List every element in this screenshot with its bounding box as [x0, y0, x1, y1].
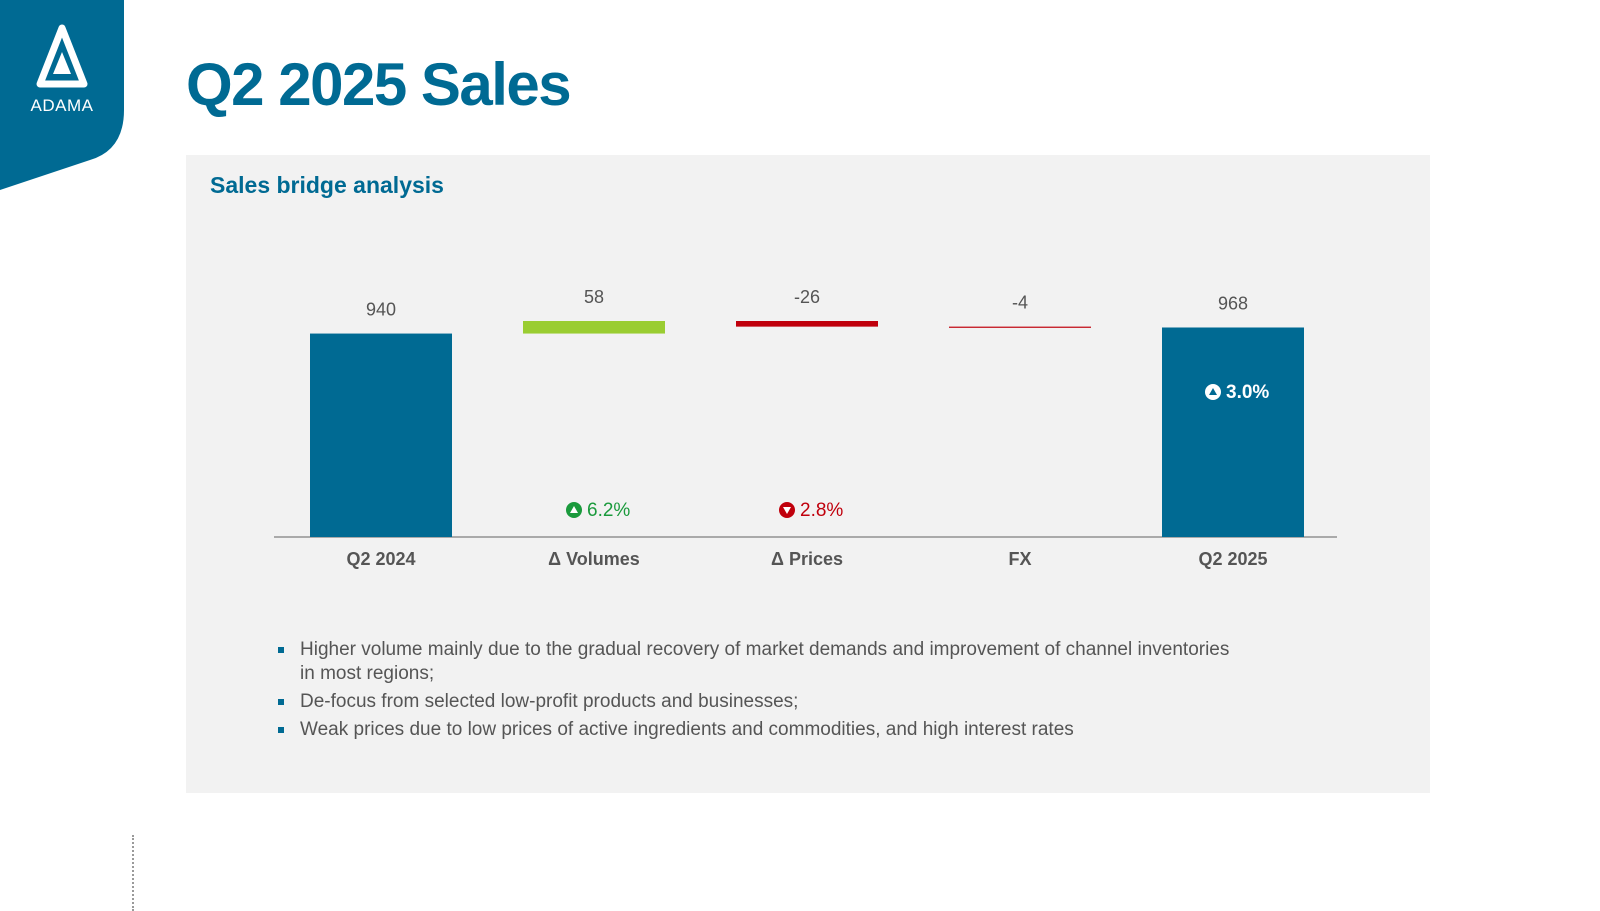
commentary-item: De-focus from selected low-profit produc…	[275, 690, 1235, 714]
bullet-marker	[278, 699, 284, 705]
commentary-list: Higher volume mainly due to the gradual …	[275, 638, 1235, 746]
commentary-text: Weak prices due to low prices of active …	[300, 719, 1074, 740]
adama-logo-icon	[36, 24, 88, 88]
commentary-item: Higher volume mainly due to the gradual …	[275, 638, 1235, 686]
brand-logo-text: ADAMA	[30, 96, 94, 115]
commentary-text: Higher volume mainly due to the gradual …	[300, 639, 1230, 684]
commentary-item: Weak prices due to low prices of active …	[275, 718, 1235, 742]
panel-title: Sales bridge analysis	[210, 172, 444, 198]
bullet-marker	[278, 727, 284, 733]
dotted-divider	[132, 835, 134, 911]
bullet-marker	[278, 647, 284, 653]
brand-logo-tab	[0, 0, 124, 190]
commentary-text: De-focus from selected low-profit produc…	[300, 691, 799, 712]
page-title: Q2 2025 Sales	[186, 51, 572, 118]
